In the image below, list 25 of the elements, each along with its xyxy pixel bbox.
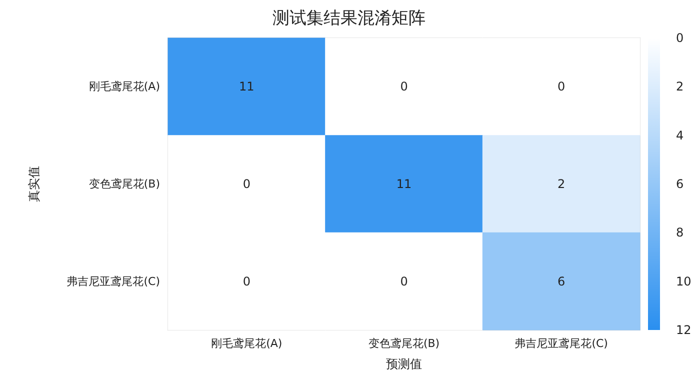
- data-label: 0: [400, 274, 408, 288]
- data-label: 11: [396, 177, 412, 191]
- color-bar-label: 0: [676, 31, 684, 45]
- data-label: 0: [400, 80, 408, 94]
- data-label: 0: [558, 80, 566, 94]
- x-axis-title: 预测值: [386, 357, 422, 371]
- y-tick-label: 弗吉尼亚鸢尾花(C): [66, 274, 160, 288]
- y-tick-label: 变色鸢尾花(B): [88, 178, 160, 190]
- color-bar-label: 6: [676, 177, 684, 191]
- data-label: 2: [558, 177, 566, 191]
- color-bar-label: 4: [676, 128, 684, 142]
- x-tick-label: 刚毛鸢尾花(A): [211, 337, 282, 350]
- color-bar-label: 10: [676, 274, 692, 288]
- x-tick-label: 变色鸢尾花(B): [368, 337, 440, 350]
- y-axis-title: 真实值: [27, 166, 41, 202]
- y-tick-label: 刚毛鸢尾花(A): [88, 80, 160, 94]
- data-label: 6: [558, 274, 566, 288]
- chart-title: 测试集结果混淆矩阵: [272, 8, 426, 28]
- color-bar-label: 8: [676, 226, 684, 240]
- data-label: 11: [239, 80, 254, 94]
- color-bar-label: 12: [676, 323, 692, 337]
- x-tick-label: 弗吉尼亚鸢尾花(C): [514, 337, 608, 350]
- color-bar-label: 2: [676, 80, 684, 94]
- data-label: 0: [242, 177, 250, 191]
- data-label: 0: [242, 274, 250, 288]
